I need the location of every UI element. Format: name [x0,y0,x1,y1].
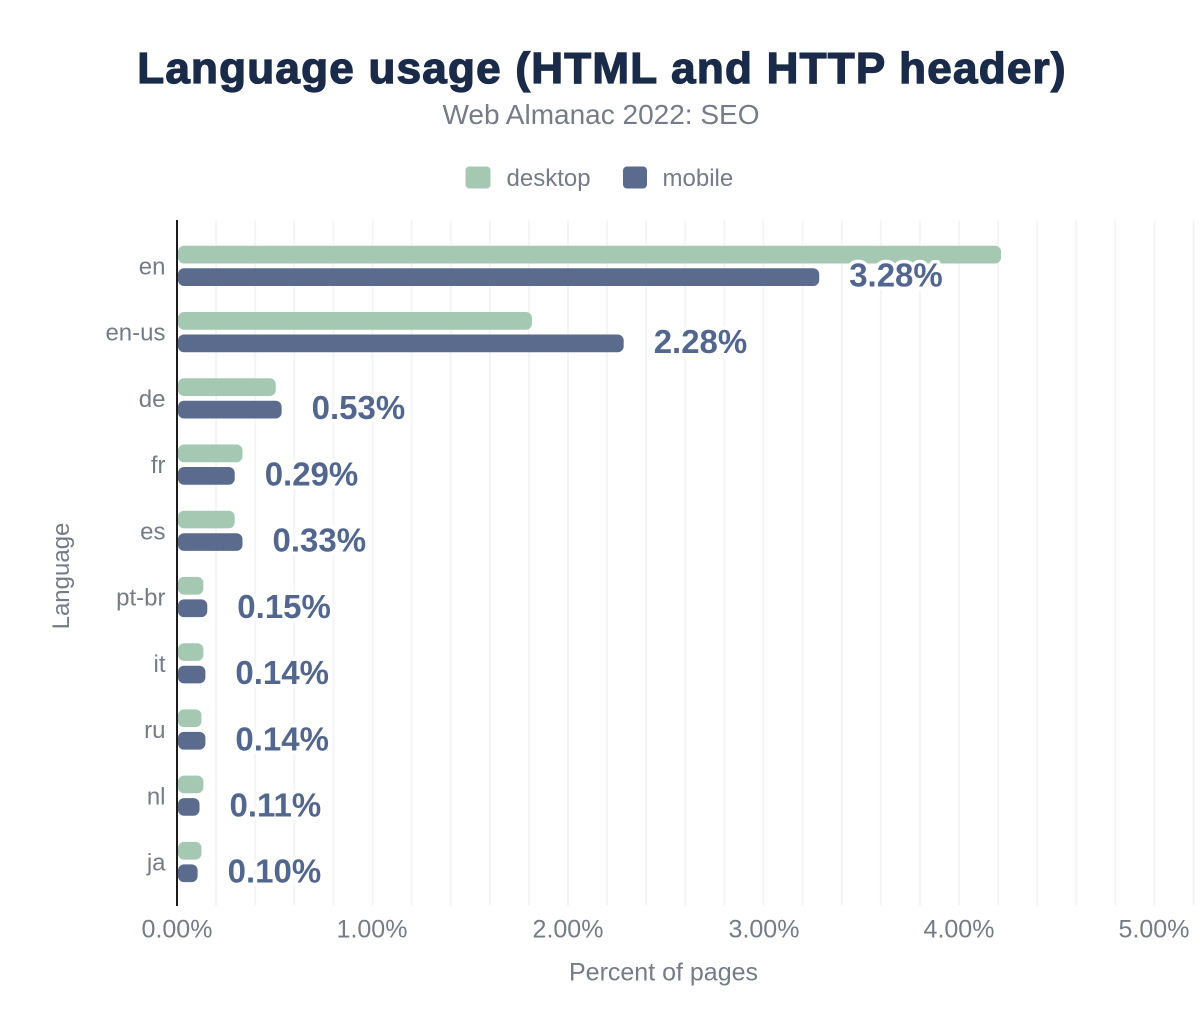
svg-text:de: de [139,386,166,413]
svg-text:0.14%: 0.14% [235,654,329,691]
svg-text:Language usage (HTML and HTTP: Language usage (HTML and HTTP header) [137,44,1067,93]
svg-text:Web Almanac 2022: SEO: Web Almanac 2022: SEO [443,99,760,130]
svg-text:0.10%: 0.10% [228,853,322,890]
svg-text:mobile: mobile [663,165,734,192]
svg-text:3.00%: 3.00% [729,916,800,944]
svg-text:fr: fr [151,452,166,479]
svg-text:2.28%: 2.28% [654,323,748,360]
svg-text:en: en [139,254,166,281]
svg-text:0.11%: 0.11% [230,787,322,824]
svg-text:ja: ja [146,850,166,877]
svg-text:0.29%: 0.29% [265,455,359,492]
svg-text:0.14%: 0.14% [235,720,329,757]
svg-text:es: es [140,518,165,545]
svg-text:pt-br: pt-br [116,585,165,612]
svg-text:2.00%: 2.00% [533,916,604,944]
svg-text:0.00%: 0.00% [142,916,213,944]
svg-text:3.28%: 3.28% [849,257,943,294]
svg-text:5.00%: 5.00% [1119,916,1190,944]
svg-text:1.00%: 1.00% [337,916,408,944]
svg-text:nl: nl [147,783,166,810]
svg-text:0.53%: 0.53% [312,389,406,426]
svg-text:ru: ru [144,717,165,744]
svg-text:Percent of pages: Percent of pages [569,959,758,987]
svg-text:Language: Language [48,523,75,630]
svg-text:en-us: en-us [105,320,165,347]
svg-text:0.33%: 0.33% [273,522,367,559]
svg-text:0.15%: 0.15% [237,588,331,625]
svg-text:4.00%: 4.00% [924,916,995,944]
svg-text:desktop: desktop [507,165,591,192]
svg-text:it: it [154,651,166,678]
